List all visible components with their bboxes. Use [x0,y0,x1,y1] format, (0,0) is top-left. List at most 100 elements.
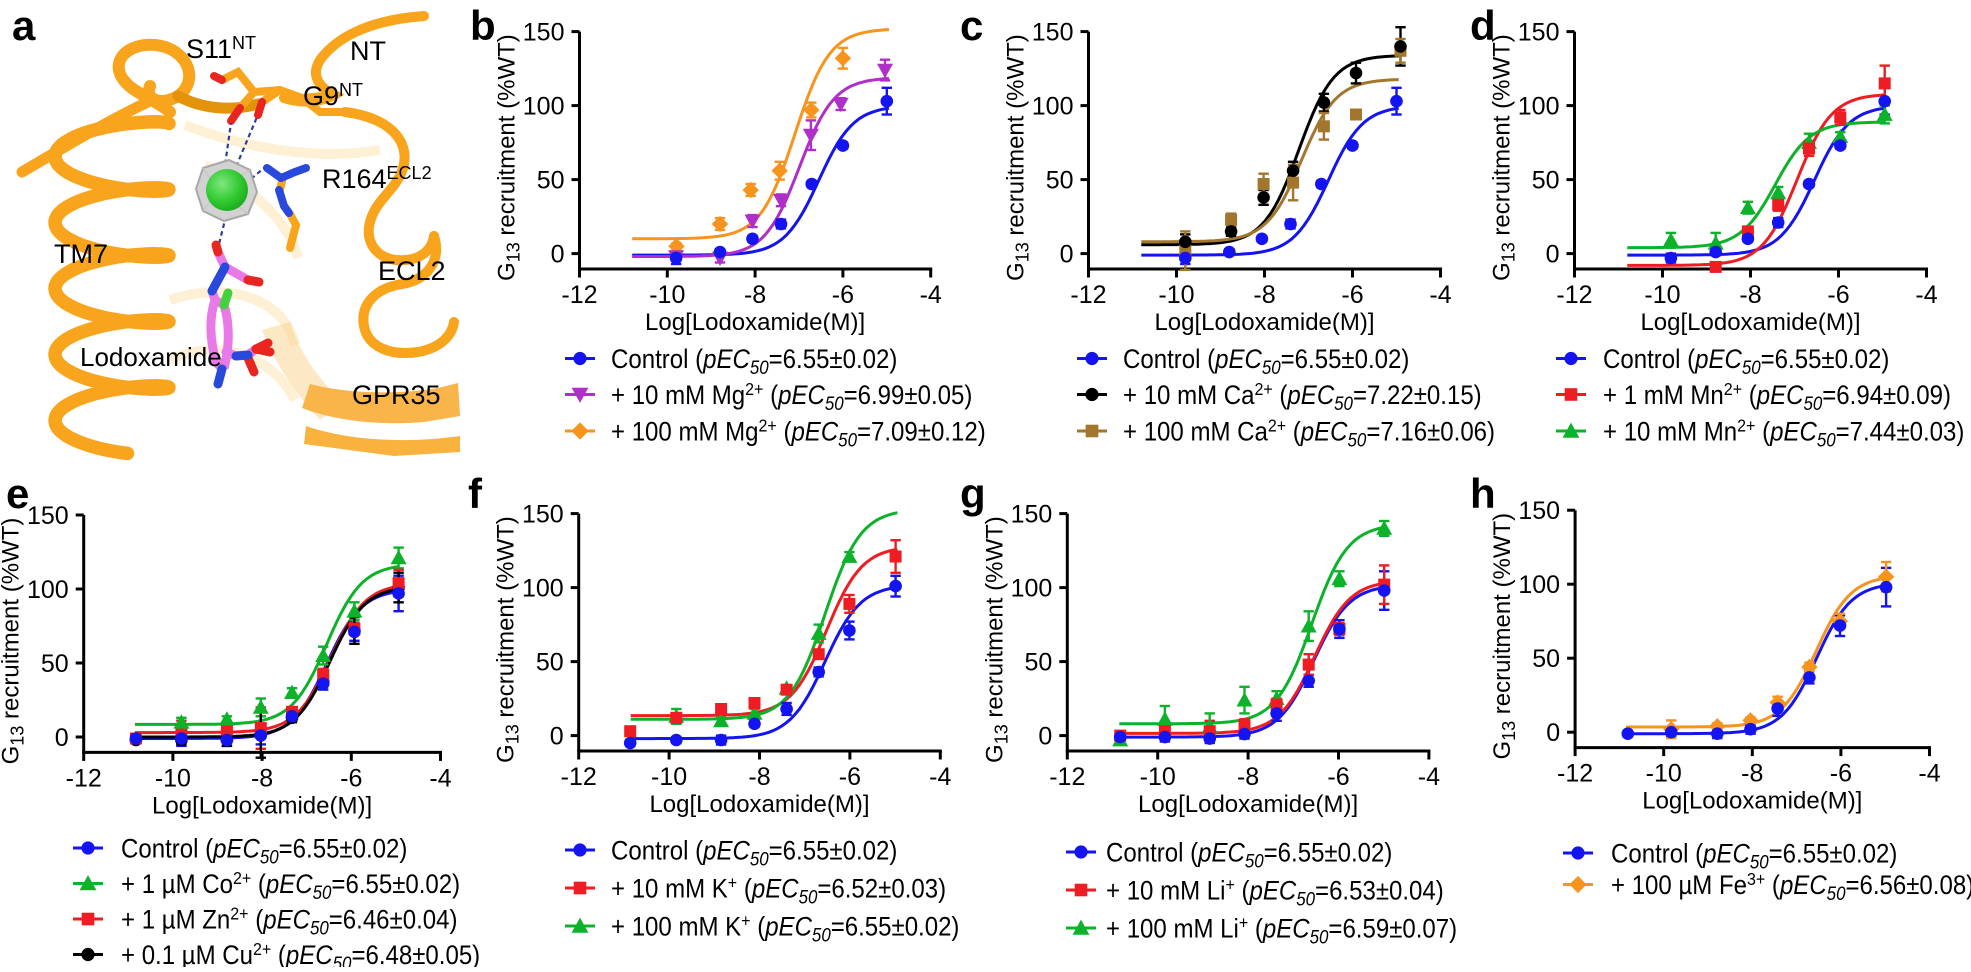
svg-text:G13 recruitment (%WT): G13 recruitment (%WT) [493,516,523,763]
svg-text:G13 recruitment (%WT): G13 recruitment (%WT) [1003,34,1033,281]
svg-text:50: 50 [1532,167,1560,195]
svg-text:150: 150 [1032,19,1074,47]
svg-text:-12: -12 [66,764,102,792]
svg-text:d: d [1470,2,1496,49]
svg-text:-6: -6 [832,281,854,309]
svg-text:-6: -6 [1341,281,1363,309]
svg-text:Log[Lodoxamide(M)]: Log[Lodoxamide(M)] [1642,788,1862,815]
svg-text:-10: -10 [1140,763,1176,791]
svg-text:g: g [960,470,986,517]
svg-text:-8: -8 [748,763,770,791]
svg-text:0: 0 [1546,241,1560,269]
svg-text:50: 50 [537,167,565,195]
svg-text:G13 recruitment (%WT): G13 recruitment (%WT) [0,518,28,765]
svg-text:-12: -12 [1557,760,1593,788]
svg-text:+ 100 mM Li+ (pEC50=6.59±0.07): + 100 mM Li+ (pEC50=6.59±0.07) [1106,913,1457,948]
svg-text:+ 100 mM Mg2+ (pEC50=7.09±0.12: + 100 mM Mg2+ (pEC50=7.09±0.12) [611,416,986,451]
svg-text:Lodoxamide: Lodoxamide [80,342,222,372]
svg-text:50: 50 [41,650,69,678]
svg-text:150: 150 [27,502,69,530]
svg-text:0: 0 [1060,241,1074,269]
svg-text:-8: -8 [1237,763,1259,791]
svg-text:0: 0 [551,241,565,269]
svg-text:G13 recruitment (%WT): G13 recruitment (%WT) [1489,34,1519,281]
svg-text:-12: -12 [1556,281,1592,309]
svg-text:0: 0 [55,724,69,752]
svg-text:-10: -10 [155,764,191,792]
svg-text:TM7: TM7 [54,239,108,269]
svg-text:+ 10 mM Mg2+ (pEC50=6.99±0.05): + 10 mM Mg2+ (pEC50=6.99±0.05) [611,379,972,414]
svg-text:-4: -4 [920,281,942,309]
svg-text:-4: -4 [1429,281,1451,309]
svg-text:150: 150 [1518,497,1560,525]
svg-text:Log[Lodoxamide(M)]: Log[Lodoxamide(M)] [649,791,869,818]
svg-text:-12: -12 [1070,281,1106,309]
svg-text:Log[Lodoxamide(M)]: Log[Lodoxamide(M)] [1138,791,1358,818]
svg-text:+ 100 µM Fe3+ (pEC50=6.56±0.08: + 100 µM Fe3+ (pEC50=6.56±0.08) [1611,869,1971,904]
svg-text:150: 150 [1518,19,1560,47]
svg-text:100: 100 [523,93,565,121]
svg-text:G9NT: G9NT [303,80,363,111]
svg-text:50: 50 [1532,645,1560,673]
svg-text:-8: -8 [744,281,766,309]
svg-text:-4: -4 [429,764,451,792]
svg-text:NT: NT [350,36,386,66]
svg-text:-10: -10 [1158,281,1194,309]
svg-text:-4: -4 [1418,763,1440,791]
svg-text:+ 10 mM Ca2+ (pEC50=7.22±0.15): + 10 mM Ca2+ (pEC50=7.22±0.15) [1123,379,1482,414]
svg-text:Log[Lodoxamide(M)]: Log[Lodoxamide(M)] [1640,309,1860,336]
svg-text:+ 1 µM Zn2+ (pEC50=6.46±0.04): + 1 µM Zn2+ (pEC50=6.46±0.04) [121,904,457,939]
svg-text:50: 50 [536,649,564,677]
svg-text:-4: -4 [929,763,951,791]
svg-text:-10: -10 [1646,760,1682,788]
svg-text:150: 150 [522,501,564,529]
svg-text:+ 0.1 µM Cu2+ (pEC50=6.48±0.05: + 0.1 µM Cu2+ (pEC50=6.48±0.05) [121,939,480,967]
svg-text:e: e [6,470,29,517]
svg-text:R164ECL2: R164ECL2 [322,163,432,194]
svg-text:-6: -6 [1827,281,1849,309]
svg-text:+ 10 mM K+ (pEC50=6.52±0.03): + 10 mM K+ (pEC50=6.52±0.03) [611,873,946,908]
svg-text:ECL2: ECL2 [378,256,446,286]
svg-text:-10: -10 [1644,281,1680,309]
svg-text:-8: -8 [1741,760,1763,788]
svg-text:+ 10 mM Mn2+ (pEC50=7.44±0.03): + 10 mM Mn2+ (pEC50=7.44±0.03) [1603,416,1964,451]
svg-text:-8: -8 [1739,281,1761,309]
svg-text:-4: -4 [1918,760,1940,788]
svg-text:100: 100 [27,576,69,604]
svg-text:-6: -6 [1830,760,1852,788]
svg-text:Log[Lodoxamide(M)]: Log[Lodoxamide(M)] [1154,309,1374,336]
svg-text:b: b [470,2,496,49]
svg-text:h: h [1470,470,1496,517]
svg-text:50: 50 [1046,167,1074,195]
svg-text:-12: -12 [561,763,597,791]
svg-text:-12: -12 [1049,763,1085,791]
svg-text:100: 100 [1518,571,1560,599]
svg-text:-6: -6 [340,764,362,792]
svg-text:f: f [468,470,483,517]
svg-text:50: 50 [1024,649,1052,677]
svg-text:0: 0 [550,723,564,751]
svg-text:+ 1 µM Co2+ (pEC50=6.55±0.02): + 1 µM Co2+ (pEC50=6.55±0.02) [121,868,460,903]
svg-text:-4: -4 [1915,281,1937,309]
svg-text:100: 100 [1518,93,1560,121]
svg-text:Log[Lodoxamide(M)]: Log[Lodoxamide(M)] [152,792,372,819]
svg-text:100: 100 [1032,93,1074,121]
svg-text:Control (pEC50=6.55±0.02): Control (pEC50=6.55±0.02) [1106,838,1392,871]
svg-text:c: c [960,2,983,49]
svg-text:+ 100 mM K+ (pEC50=6.55±0.02): + 100 mM K+ (pEC50=6.55±0.02) [611,911,959,946]
svg-text:G13 recruitment (%WT): G13 recruitment (%WT) [1489,513,1519,760]
svg-text:-10: -10 [649,281,685,309]
svg-text:Control (pEC50=6.55±0.02): Control (pEC50=6.55±0.02) [121,834,407,867]
svg-text:100: 100 [1011,575,1053,603]
svg-text:150: 150 [523,19,565,47]
svg-text:GPR35: GPR35 [352,380,441,410]
svg-text:Control (pEC50=6.55±0.02): Control (pEC50=6.55±0.02) [611,345,897,378]
svg-text:0: 0 [1546,719,1560,747]
svg-text:Control (pEC50=6.55±0.02): Control (pEC50=6.55±0.02) [1603,345,1889,378]
svg-text:-6: -6 [839,763,861,791]
svg-text:+ 1 mM Mn2+ (pEC50=6.94±0.09): + 1 mM Mn2+ (pEC50=6.94±0.09) [1603,379,1951,414]
svg-text:100: 100 [522,575,564,603]
svg-text:-6: -6 [1327,763,1349,791]
svg-text:+ 10 mM Li+ (pEC50=6.53±0.04): + 10 mM Li+ (pEC50=6.53±0.04) [1106,875,1444,910]
svg-text:-8: -8 [251,764,273,792]
